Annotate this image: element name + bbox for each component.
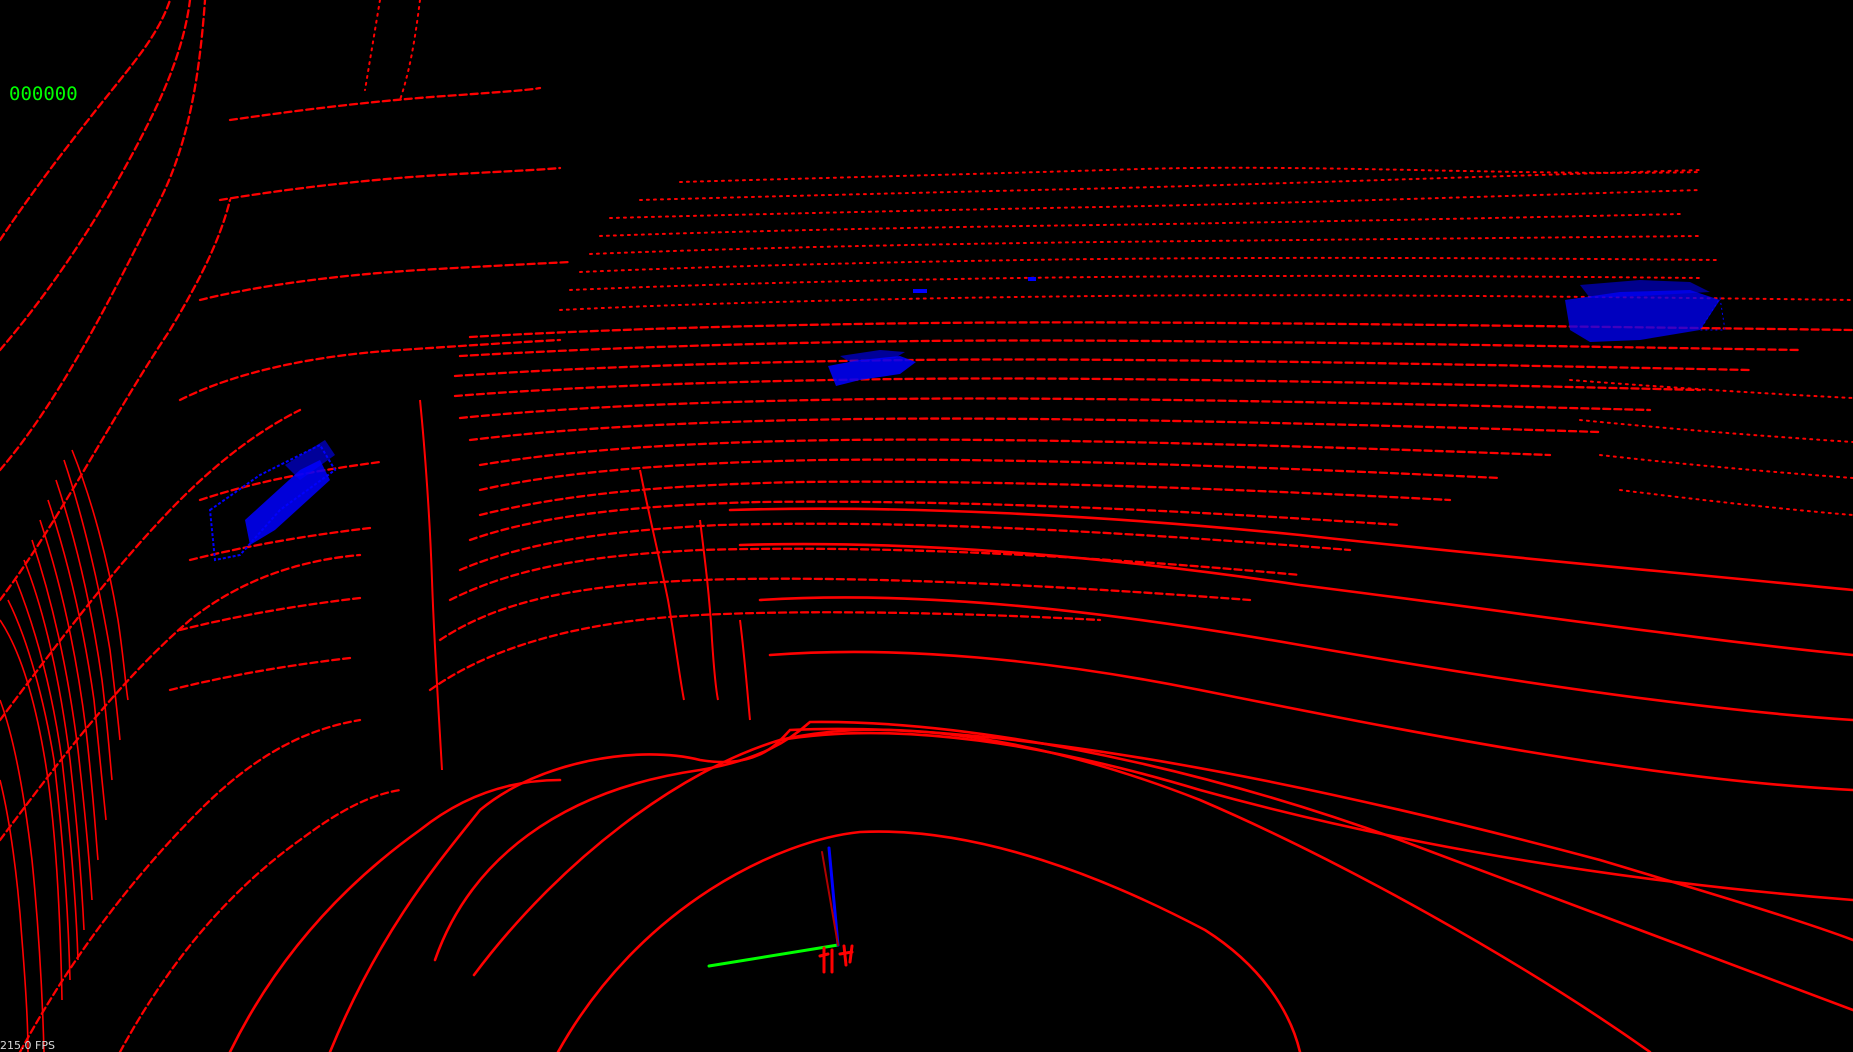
pole-edge-2 [639, 469, 685, 701]
far-line-5 [599, 213, 1681, 237]
origin-marker [818, 944, 854, 974]
left-line-13 [198, 460, 382, 502]
car-left-roof [285, 440, 335, 480]
scan-ring-7 [768, 650, 1853, 792]
scan-line-3 [448, 547, 1302, 602]
far-line-8 [679, 166, 1701, 183]
vegetation-strand-6 [39, 519, 99, 861]
pole-edge-4 [739, 619, 751, 721]
scan-line-5 [468, 500, 1402, 542]
far-line-10 [1579, 419, 1853, 443]
far-line-4 [589, 235, 1701, 255]
left-line-16 [168, 656, 352, 692]
left-line-15 [178, 596, 362, 632]
detected-car-left [208, 440, 337, 562]
vegetation-strand-2 [7, 599, 71, 981]
car-right-extension [1699, 296, 1726, 331]
far-line-2 [569, 274, 1701, 291]
left-terrain-lines [0, 0, 572, 1052]
scan-line-8 [478, 438, 1552, 467]
left-line-2 [0, 0, 192, 352]
detected-car-center [828, 350, 916, 386]
axis-y-green [707, 943, 840, 968]
dense-vegetation [0, 449, 129, 1052]
scan-line-7 [478, 458, 1502, 492]
left-line-12 [228, 86, 542, 122]
left-line-18 [399, 0, 421, 101]
scan-ring-6 [778, 731, 1853, 902]
far-line-6 [609, 189, 1701, 219]
vegetation-strand-11 [0, 699, 45, 1052]
scan-line-13 [458, 339, 1802, 358]
left-line-17 [364, 0, 381, 91]
vegetation-strand-8 [55, 479, 113, 781]
scan-line-2 [438, 577, 1252, 642]
scan-line-10 [458, 397, 1652, 420]
scan-line-1 [428, 611, 1102, 692]
left-line-1 [0, 0, 172, 242]
far-line-11 [1599, 454, 1853, 479]
scan-line-4 [458, 522, 1352, 572]
mid-scan-lines [428, 321, 1853, 692]
left-line-7 [18, 718, 362, 1052]
vegetation-strand-9 [63, 459, 121, 741]
vegetation-strand-1 [0, 619, 63, 1001]
scan-ring-2 [472, 728, 1652, 1052]
far-line-3 [579, 256, 1721, 273]
scan-ring-9 [738, 542, 1853, 657]
car-center-top [840, 350, 905, 362]
left-line-5 [0, 408, 302, 722]
left-line-14 [188, 526, 372, 562]
scan-line-11 [453, 377, 1702, 398]
car-left-body [245, 460, 330, 545]
axis-z-blue [827, 846, 840, 947]
scan-ring-4 [328, 727, 1853, 1052]
car-right-body [1565, 290, 1720, 342]
scan-ring-3 [433, 720, 1853, 1012]
pole-structure [419, 399, 751, 771]
scan-ring-5 [228, 778, 562, 1052]
pole-edge-1 [419, 399, 443, 771]
vegetation-strand-4 [23, 559, 85, 931]
fps-readout: 215.0 FPS [0, 1039, 55, 1052]
left-line-11 [218, 166, 562, 202]
scan-ring-8 [758, 596, 1853, 722]
pole-edge-3 [699, 519, 719, 701]
scan-line-9 [468, 417, 1602, 442]
frame-counter: 000000 [9, 83, 78, 105]
left-line-3 [0, 0, 207, 472]
vegetation-strand-7 [47, 499, 107, 821]
detected-object-small [913, 277, 1036, 293]
scan-line-12 [453, 358, 1752, 378]
vegetation-strand-10 [71, 449, 129, 701]
left-line-10 [198, 260, 572, 302]
far-line-12 [1619, 489, 1853, 516]
far-line-7 [639, 169, 1701, 201]
detected-car-right [1565, 280, 1726, 342]
vegetation-strand-3 [15, 579, 79, 961]
vegetation-strand-5 [31, 539, 93, 901]
small-object-a [913, 289, 927, 293]
detected-objects [208, 277, 1726, 562]
car-center-body [828, 356, 916, 386]
ground-scan-rings [228, 507, 1853, 1052]
scan-ring-10 [728, 507, 1853, 592]
axis-x-red [821, 851, 839, 946]
coordinate-axes [707, 846, 854, 974]
vegetation-strand-12 [0, 779, 29, 1052]
scan-line-14 [468, 321, 1853, 339]
left-line-6 [0, 553, 362, 842]
car-right-roof [1580, 280, 1710, 298]
left-line-9 [178, 338, 562, 402]
left-line-8 [118, 788, 402, 1052]
far-line-9 [1569, 379, 1853, 399]
scan-line-6 [478, 480, 1452, 517]
scan-ring-1 [556, 830, 1302, 1052]
left-line-4 [0, 198, 232, 602]
far-scan-lines [559, 166, 1853, 516]
small-object-b [1028, 277, 1036, 281]
